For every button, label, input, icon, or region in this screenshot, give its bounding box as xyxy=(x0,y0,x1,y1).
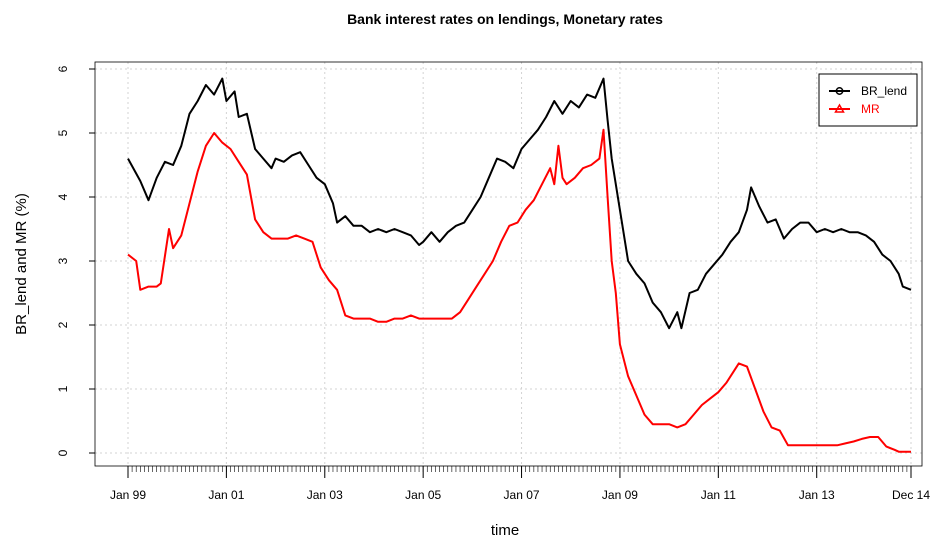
x-tick-label: Jan 01 xyxy=(208,488,244,502)
x-tick-label: Jan 11 xyxy=(701,488,736,502)
x-tick-label: Jan 03 xyxy=(307,488,343,502)
x-axis-label: time xyxy=(491,522,519,539)
series-group xyxy=(127,77,912,453)
legend-label-br-lend: BR_lend xyxy=(861,84,907,98)
y-tick-label: 5 xyxy=(56,129,70,136)
y-tick-label: 3 xyxy=(56,257,70,264)
legend-label-mr: MR xyxy=(861,102,880,116)
x-tick-label: Jan 09 xyxy=(602,488,638,502)
y-tick-label: 2 xyxy=(56,321,70,328)
legend: BR_lend MR xyxy=(818,73,918,127)
y-tick-label: 4 xyxy=(56,193,70,200)
chart-title: Bank interest rates on lendings, Monetar… xyxy=(347,11,663,27)
y-axis-label: BR_lend and MR (%) xyxy=(13,193,30,335)
legend-triangle-marker-icon xyxy=(834,103,845,113)
plot-frame xyxy=(94,61,923,467)
grid xyxy=(95,62,922,466)
legend-box xyxy=(818,73,918,127)
x-tick-label: Jan 05 xyxy=(405,488,441,502)
series-line-mr xyxy=(127,128,911,453)
legend-circle-marker-icon xyxy=(835,87,844,95)
x-tick-label: Jan 07 xyxy=(504,488,540,502)
series-line-br-lend xyxy=(127,77,912,330)
x-tick-label: Jan 13 xyxy=(799,488,835,502)
y-tick-label: 0 xyxy=(56,449,70,456)
y-tick-label: 1 xyxy=(56,385,70,392)
x-tick-label: Dec 14 xyxy=(892,488,930,502)
axes: 0 1 2 3 4 5 6 Jan 99 Jan 01 Jan 03 Jan 05 Jan 07 Jan… xyxy=(56,61,930,502)
x-tick-label: Jan 99 xyxy=(110,488,146,502)
y-tick-label: 6 xyxy=(56,65,70,72)
